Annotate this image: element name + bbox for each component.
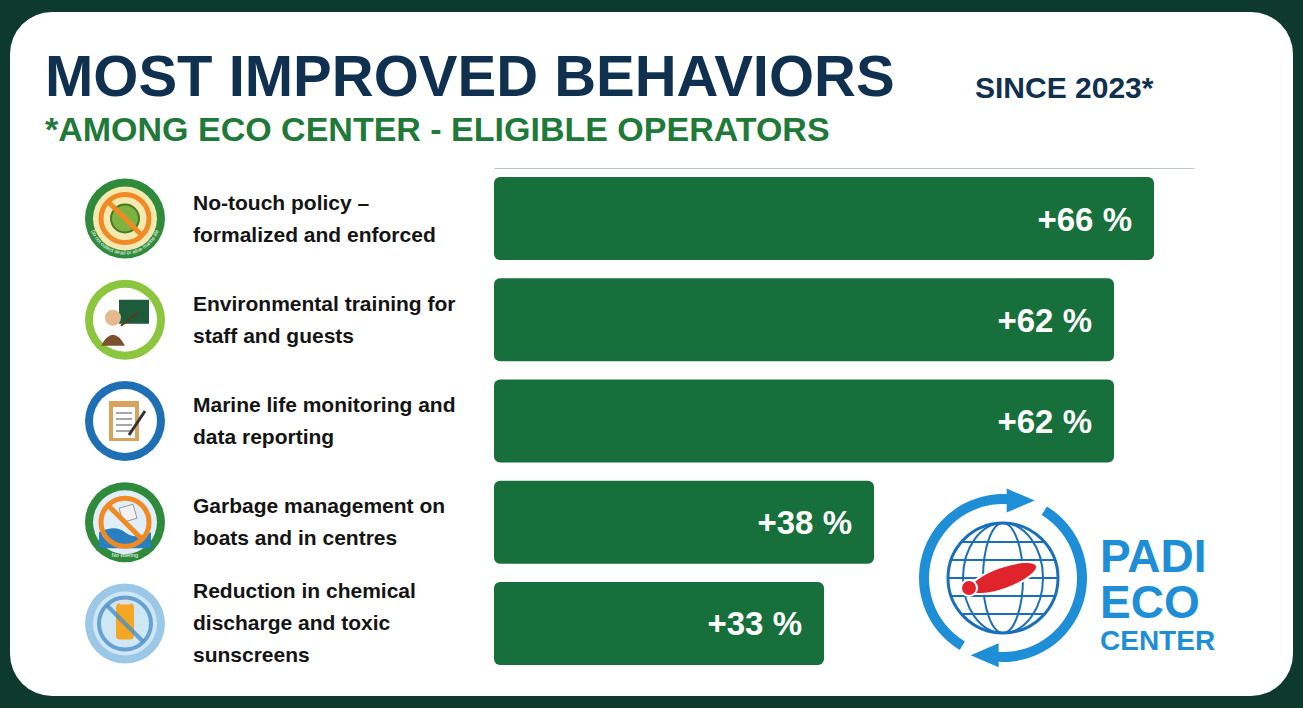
logo-word: CENTER — [1100, 625, 1215, 656]
category-label-line: Garbage management on — [193, 494, 445, 517]
data-label: +33 % — [708, 605, 803, 642]
background — [0, 0, 1303, 708]
category-label-line: sunscreens — [193, 643, 310, 666]
bar — [494, 481, 874, 564]
icon-ban — [99, 597, 151, 649]
icon-text-path: Do not collect dead or alive marine life — [90, 229, 160, 256]
icon — [85, 179, 165, 259]
icon — [85, 381, 165, 461]
bar — [494, 379, 1114, 462]
bar — [494, 582, 824, 665]
category-label-line: staff and guests — [193, 324, 354, 347]
icon-ring — [85, 482, 165, 562]
icon-text: No littering — [112, 552, 138, 558]
icon — [85, 280, 165, 360]
icon — [85, 482, 165, 562]
logo-parallel — [961, 613, 1044, 615]
icon-face — [93, 591, 157, 655]
logo — [919, 489, 1087, 668]
bar — [494, 278, 1114, 361]
logo-parallel — [961, 541, 1044, 543]
icon-teacher — [101, 335, 125, 346]
category-label: Garbage management on boats and in centre… — [193, 494, 445, 549]
icon-ring — [85, 280, 165, 360]
icons: Do not collect dead or alive marine life… — [85, 179, 165, 664]
category-label-line: boats and in centres — [193, 526, 397, 549]
x-axis-domain — [495, 168, 1195, 169]
logo-arrowhead — [971, 643, 999, 667]
icon-board — [119, 300, 149, 324]
logo-word: ECO — [1100, 576, 1200, 628]
data-label: +62 % — [998, 403, 1093, 440]
category-label: Reduction in chemical discharge and toxic… — [193, 579, 416, 666]
category-labels: No-touch policy – formalized and enforced… — [193, 191, 456, 667]
logo-arrowhead — [1007, 489, 1035, 513]
category-label-line: discharge and toxic — [193, 611, 391, 634]
category-label: Marine life monitoring and data reporting — [193, 393, 456, 448]
icon-clipboard — [109, 401, 139, 441]
category-label: Environmental training for staff and gues… — [193, 292, 456, 347]
icon-line — [116, 418, 132, 420]
bars — [494, 177, 1154, 665]
bar — [494, 177, 1154, 260]
category-label-line: No-touch policy – — [193, 191, 369, 214]
x-axis — [495, 168, 1195, 169]
icon-ban — [107, 605, 143, 641]
logo-globe — [948, 523, 1058, 633]
title: MOST IMPROVED BEHAVIORS — [45, 43, 895, 108]
icon-line — [116, 424, 132, 426]
icon-ring — [85, 583, 165, 663]
icon-line — [116, 412, 132, 414]
category-label-line: Reduction in chemical — [193, 579, 416, 602]
icon — [85, 583, 165, 663]
category-label-line: Marine life monitoring and — [193, 393, 456, 416]
logo-text: PADIECOCENTER — [1100, 530, 1215, 656]
icon-ring — [85, 381, 165, 461]
category-label-line: Environmental training for — [193, 292, 456, 315]
annotation: SINCE 2023* — [975, 71, 1154, 104]
data-label: +62 % — [998, 302, 1093, 339]
icon-pointer — [121, 312, 139, 326]
logo-diver — [965, 555, 1040, 600]
icon-text: Do not collect dead or alive marine life — [90, 229, 160, 256]
icon-face — [93, 389, 157, 453]
icon-face — [93, 490, 157, 554]
category-label: No-touch policy – formalized and enforced — [193, 191, 436, 246]
subtitle: *AMONG ECO CENTER - ELIGIBLE OPERATORS — [45, 110, 830, 148]
icon-ban — [101, 498, 149, 546]
category-label-line: formalized and enforced — [193, 223, 436, 246]
logo-diver — [961, 580, 977, 596]
logo-parallel — [951, 559, 1055, 561]
icon-pen — [129, 411, 145, 435]
logo-word: PADI — [1100, 530, 1207, 582]
data-label: +66 % — [1038, 201, 1133, 238]
panel — [10, 12, 1293, 696]
category-label-line: data reporting — [193, 425, 334, 448]
icon-ban — [101, 195, 149, 243]
icon-face — [93, 288, 157, 352]
icon-teacher — [105, 310, 121, 326]
icon-ban — [108, 505, 142, 539]
icon-ban — [108, 202, 142, 236]
chart-root: MOST IMPROVED BEHAVIORS*AMONG ECO CENTER… — [0, 0, 1303, 708]
icon-ring — [85, 179, 165, 259]
data-label: +38 % — [758, 504, 853, 541]
